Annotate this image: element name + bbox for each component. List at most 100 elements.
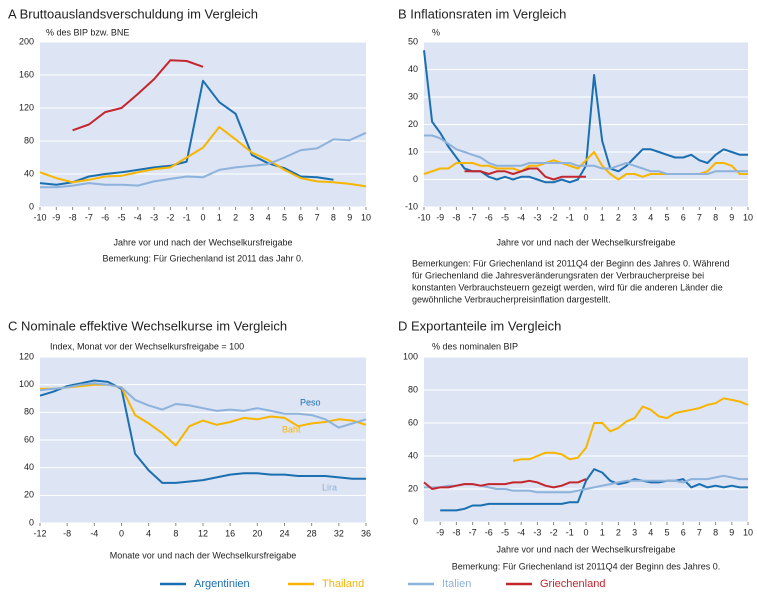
x-tick-label: 2 xyxy=(616,212,621,222)
y-tick-label: 40 xyxy=(408,64,418,74)
x-tick-label: 1 xyxy=(600,527,605,537)
series-line xyxy=(39,382,367,429)
y-tick-label: 160 xyxy=(19,69,34,79)
x-tick-label: 3 xyxy=(249,212,254,222)
x-tick-label: 1 xyxy=(217,212,222,222)
x-tick-label: 4 xyxy=(146,528,151,538)
x-tick-label: -5 xyxy=(117,212,125,222)
x-axis-label: Jahre vor und nach der Wechselkursfreiga… xyxy=(497,544,676,554)
x-tick-label: 0 xyxy=(583,527,588,537)
x-tick-label: 4 xyxy=(266,212,271,222)
x-tick-label: 0 xyxy=(583,212,588,222)
x-tick-label: -7 xyxy=(85,212,93,222)
x-tick-label: 6 xyxy=(681,527,686,537)
x-tick-label: -8 xyxy=(69,212,77,222)
x-tick-label: 2 xyxy=(616,527,621,537)
x-tick-label: 8 xyxy=(713,212,718,222)
x-tick-label: 3 xyxy=(632,212,637,222)
x-tick-label: -2 xyxy=(550,527,558,537)
legend-label: Thailand xyxy=(322,578,364,590)
y-tick-label: -10 xyxy=(405,201,418,211)
panel-title: C Nominale effektive Wechselkurse im Ver… xyxy=(8,318,287,333)
x-tick-label: -3 xyxy=(533,527,541,537)
x-tick-label: -3 xyxy=(150,212,158,222)
x-axis-label: Jahre vor und nach der Wechselkursfreiga… xyxy=(114,237,293,247)
x-tick-label: -6 xyxy=(101,212,109,222)
x-tick-label: 20 xyxy=(252,528,262,538)
x-tick-label: 8 xyxy=(173,528,178,538)
x-tick-label: -1 xyxy=(566,527,574,537)
x-tick-label: 10 xyxy=(743,212,753,222)
y-tick-label: 40 xyxy=(24,168,34,178)
x-tick-label: 7 xyxy=(697,212,702,222)
axis-unit: % xyxy=(432,27,440,37)
y-tick-label: 20 xyxy=(408,483,418,493)
x-tick-label: -4 xyxy=(517,212,525,222)
x-tick-label: 32 xyxy=(334,528,344,538)
x-tick-label: 7 xyxy=(315,212,320,222)
x-tick-label: -9 xyxy=(436,527,444,537)
y-tick-label: 60 xyxy=(408,417,418,427)
axis-unit: % des nominalen BIP xyxy=(432,341,518,351)
x-tick-label: 2 xyxy=(233,212,238,222)
x-tick-label: -8 xyxy=(63,528,71,538)
y-tick-label: 40 xyxy=(24,462,34,472)
x-tick-label: 9 xyxy=(347,212,352,222)
x-tick-label: -3 xyxy=(533,212,541,222)
series-line xyxy=(39,126,367,188)
x-tick-label: 12 xyxy=(198,528,208,538)
x-tick-label: 10 xyxy=(743,527,753,537)
y-tick-label: 20 xyxy=(408,119,418,129)
x-tick-label: 7 xyxy=(697,527,702,537)
x-tick-label: -6 xyxy=(485,527,493,537)
series-line xyxy=(39,79,334,186)
x-tick-label: -1 xyxy=(566,212,574,222)
y-tick-label: 80 xyxy=(24,135,34,145)
x-tick-label: 8 xyxy=(331,212,336,222)
x-tick-label: -4 xyxy=(134,212,142,222)
series-line xyxy=(39,379,366,484)
legend-label: Argentinien xyxy=(194,578,250,590)
x-tick-label: -1 xyxy=(183,212,191,222)
y-tick-label: 20 xyxy=(24,490,34,500)
x-tick-label: 28 xyxy=(307,528,317,538)
y-tick-label: 80 xyxy=(24,407,34,417)
y-tick-label: 100 xyxy=(19,379,34,389)
y-tick-label: 120 xyxy=(19,351,34,361)
y-tick-label: 0 xyxy=(29,517,34,527)
x-tick-label: 3 xyxy=(632,527,637,537)
series-line xyxy=(40,383,367,447)
x-tick-label: 9 xyxy=(729,212,734,222)
x-tick-label: -7 xyxy=(469,212,477,222)
x-tick-label: -2 xyxy=(550,212,558,222)
series-line xyxy=(424,134,748,175)
x-tick-label: 5 xyxy=(664,527,669,537)
x-tick-label: 36 xyxy=(361,528,371,538)
series-line xyxy=(512,397,749,462)
series-line xyxy=(423,478,587,490)
x-tick-label: 6 xyxy=(681,212,686,222)
y-tick-label: 30 xyxy=(408,91,418,101)
x-tick-label: -7 xyxy=(469,527,477,537)
legend-label: Italien xyxy=(442,578,471,590)
x-tick-label: -12 xyxy=(33,528,46,538)
x-axis-label: Jahre vor und nach der Wechselkursfreiga… xyxy=(497,237,676,247)
note: Bemerkung: Für Griechenland ist 2011 das… xyxy=(103,253,304,263)
y-tick-label: 200 xyxy=(19,36,34,46)
x-axis-label: Monate vor und nach der Wechselkursfreig… xyxy=(110,550,296,560)
series-line xyxy=(440,468,748,512)
y-tick-label: 0 xyxy=(413,516,418,526)
x-tick-label: 9 xyxy=(729,527,734,537)
axis-unit: % des BIP bzw. BNE xyxy=(46,27,129,37)
x-tick-label: -2 xyxy=(166,212,174,222)
note: konstanten Verbrauchsteuern gezeigt werd… xyxy=(412,282,723,292)
x-tick-label: -4 xyxy=(517,527,525,537)
y-tick-label: 40 xyxy=(408,450,418,460)
y-tick-label: 120 xyxy=(19,102,34,112)
plot-area xyxy=(424,357,748,522)
x-tick-label: -9 xyxy=(436,212,444,222)
x-tick-label: -5 xyxy=(501,527,509,537)
y-tick-label: 0 xyxy=(413,174,418,184)
x-tick-label: 0 xyxy=(200,212,205,222)
